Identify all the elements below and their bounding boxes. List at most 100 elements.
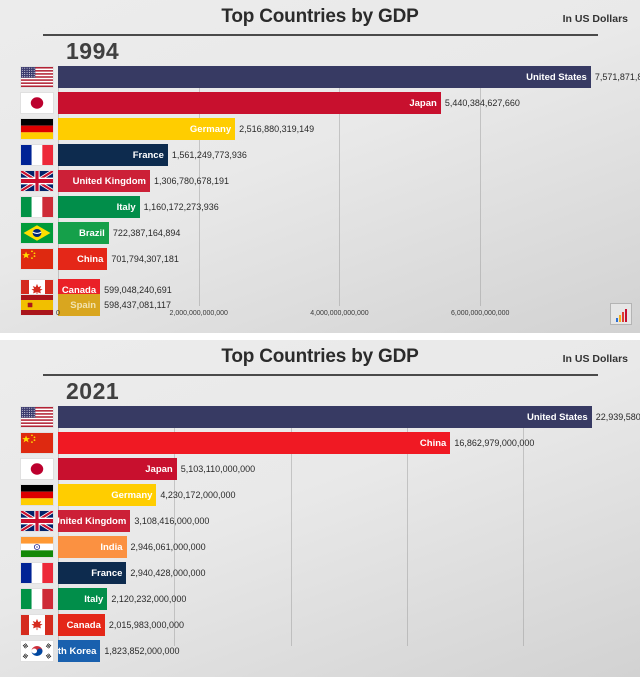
bar-row[interactable]: Italy 1,160,172,273,936 <box>20 196 628 218</box>
year-label: 1994 <box>66 38 120 64</box>
bar-row[interactable]: South Korea 1,823,852,000,000 <box>20 640 628 662</box>
year-label: 2021 <box>66 378 120 404</box>
bar-value-label: 2,120,232,000,000 <box>111 594 187 604</box>
bar[interactable]: Canada <box>58 614 105 636</box>
bar[interactable]: China <box>58 432 451 454</box>
bar-country-label: Italy <box>116 201 136 213</box>
bar[interactable]: Japan <box>58 458 177 480</box>
flag-fr-icon <box>20 562 54 584</box>
bar-row[interactable]: China 701,794,307,181 <box>20 248 628 270</box>
bar[interactable]: United States <box>58 406 592 428</box>
gridline <box>339 66 341 306</box>
bar-value-label: 1,823,852,000,000 <box>104 646 180 656</box>
bar-value-label: 2,516,880,319,149 <box>239 124 315 134</box>
bar-country-label: Canada <box>61 284 97 296</box>
bar-value-label: 598,437,081,117 <box>104 300 172 310</box>
bar-country-label: China <box>76 253 104 265</box>
flag-in-icon <box>20 536 54 558</box>
bar[interactable]: Japan <box>58 92 441 114</box>
bar-country-label: Canada <box>66 619 101 631</box>
bar-value-label: 1,561,249,773,936 <box>171 150 247 160</box>
bar-country-label: United States <box>526 411 588 423</box>
x-axis-tick-label: 0 <box>56 310 60 317</box>
bar-value-label: 722,387,164,894 <box>112 228 181 238</box>
flag-de-icon <box>20 118 54 140</box>
bar-row[interactable]: Spain 598,437,081,117 <box>20 294 628 316</box>
bar-country-label: China <box>419 437 447 449</box>
flag-us-icon <box>20 66 54 88</box>
bar-country-label: United Kingdom <box>72 175 146 187</box>
bar-value-label: 22,939,580,000,000 <box>595 412 640 422</box>
bar-row[interactable]: Germany 4,230,172,000,000 <box>20 484 628 506</box>
bar[interactable]: France <box>58 562 127 584</box>
bar-row[interactable]: Canada 2,015,983,000,000 <box>20 614 628 636</box>
panel-divider <box>0 333 640 340</box>
flag-gb-icon <box>20 510 54 532</box>
flag-gb-icon <box>20 170 54 192</box>
bar-row[interactable]: Italy 2,120,232,000,000 <box>20 588 628 610</box>
bar[interactable]: China <box>58 248 108 270</box>
title-divider <box>43 374 598 376</box>
gridline <box>523 406 525 646</box>
bar-value-label: 1,306,780,678,191 <box>153 176 230 186</box>
bar[interactable]: France <box>58 144 168 166</box>
bar-value-label: 2,940,428,000,000 <box>130 568 206 578</box>
bar-value-label: 4,230,172,000,000 <box>160 490 236 500</box>
bar-country-label: South Korea <box>58 645 97 657</box>
bar[interactable]: Germany <box>58 118 236 140</box>
flag-jp-icon <box>20 458 54 480</box>
bar-value-label: 2,946,061,000,000 <box>130 542 206 552</box>
bar-row[interactable]: United Kingdom 3,108,416,000,000 <box>20 510 628 532</box>
bar-row[interactable]: United Kingdom 1,306,780,678,191 <box>20 170 628 192</box>
x-axis-tick-label: 4,000,000,000,000 <box>310 310 369 317</box>
page-title: Top Countries by GDP <box>221 6 419 27</box>
bar[interactable]: United Kingdom <box>58 510 131 532</box>
flag-de-icon <box>20 484 54 506</box>
bar-value-label: 3,108,416,000,000 <box>134 516 210 526</box>
flag-br-icon <box>20 222 54 244</box>
bar-country-label: United States <box>526 71 587 83</box>
flag-it-icon <box>20 588 54 610</box>
bar-value-label: 16,862,979,000,000 <box>454 438 535 448</box>
bar-row[interactable]: Brazil 722,387,164,894 <box>20 222 628 244</box>
units-label: In US Dollars <box>562 353 628 365</box>
bar-row[interactable]: France 1,561,249,773,936 <box>20 144 628 166</box>
plot-area: United States 7,571,871,875,000 Japan 5,44… <box>20 66 640 316</box>
bar-country-label: Japan <box>145 463 173 475</box>
bar-row[interactable]: China 16,862,979,000,000 <box>20 432 628 454</box>
bar-row[interactable]: United States 7,571,871,875,000 <box>20 66 640 88</box>
bar-value-label: 5,440,384,627,660 <box>444 98 520 108</box>
gridline <box>480 66 482 306</box>
bar[interactable]: India <box>58 536 127 558</box>
gridline <box>406 406 408 646</box>
bar-row[interactable]: United States 22,939,580,000,000 <box>20 406 640 428</box>
bar-row[interactable]: India 2,946,061,000,000 <box>20 536 628 558</box>
bar[interactable]: South Korea <box>58 640 101 662</box>
bar-row[interactable]: France 2,940,428,000,000 <box>20 562 628 584</box>
bar-row[interactable]: Japan 5,440,384,627,660 <box>20 92 628 114</box>
gridline <box>290 406 292 646</box>
bar[interactable]: Brazil <box>58 222 109 244</box>
bar[interactable]: United Kingdom <box>58 170 150 192</box>
bar-country-label: United Kingdom <box>58 515 127 527</box>
title-divider <box>43 34 598 36</box>
bar[interactable]: Italy <box>58 588 108 610</box>
bar[interactable]: Spain <box>58 294 101 316</box>
bar[interactable]: United States <box>58 66 591 88</box>
bar-value-label: 599,048,240,691 <box>104 285 172 295</box>
bar[interactable]: Italy <box>58 196 140 218</box>
bar-row[interactable]: Japan 5,103,110,000,000 <box>20 458 628 480</box>
units-label: In US Dollars <box>562 13 628 25</box>
bar-country-label: Brazil <box>78 227 105 239</box>
bar[interactable]: Germany <box>58 484 157 506</box>
flag-it-icon <box>20 196 54 218</box>
bar-country-label: Spain <box>70 299 97 311</box>
bar-row[interactable]: Germany 2,516,880,319,149 <box>20 118 628 140</box>
gridline <box>174 406 176 646</box>
flag-us-icon <box>20 406 54 428</box>
plot-area: United States 22,939,580,000,000 China 16,… <box>20 406 640 662</box>
bar-value-label: 7,571,871,875,000 <box>594 72 640 82</box>
flag-cn-icon <box>20 432 54 454</box>
flag-cn-icon <box>20 248 54 270</box>
